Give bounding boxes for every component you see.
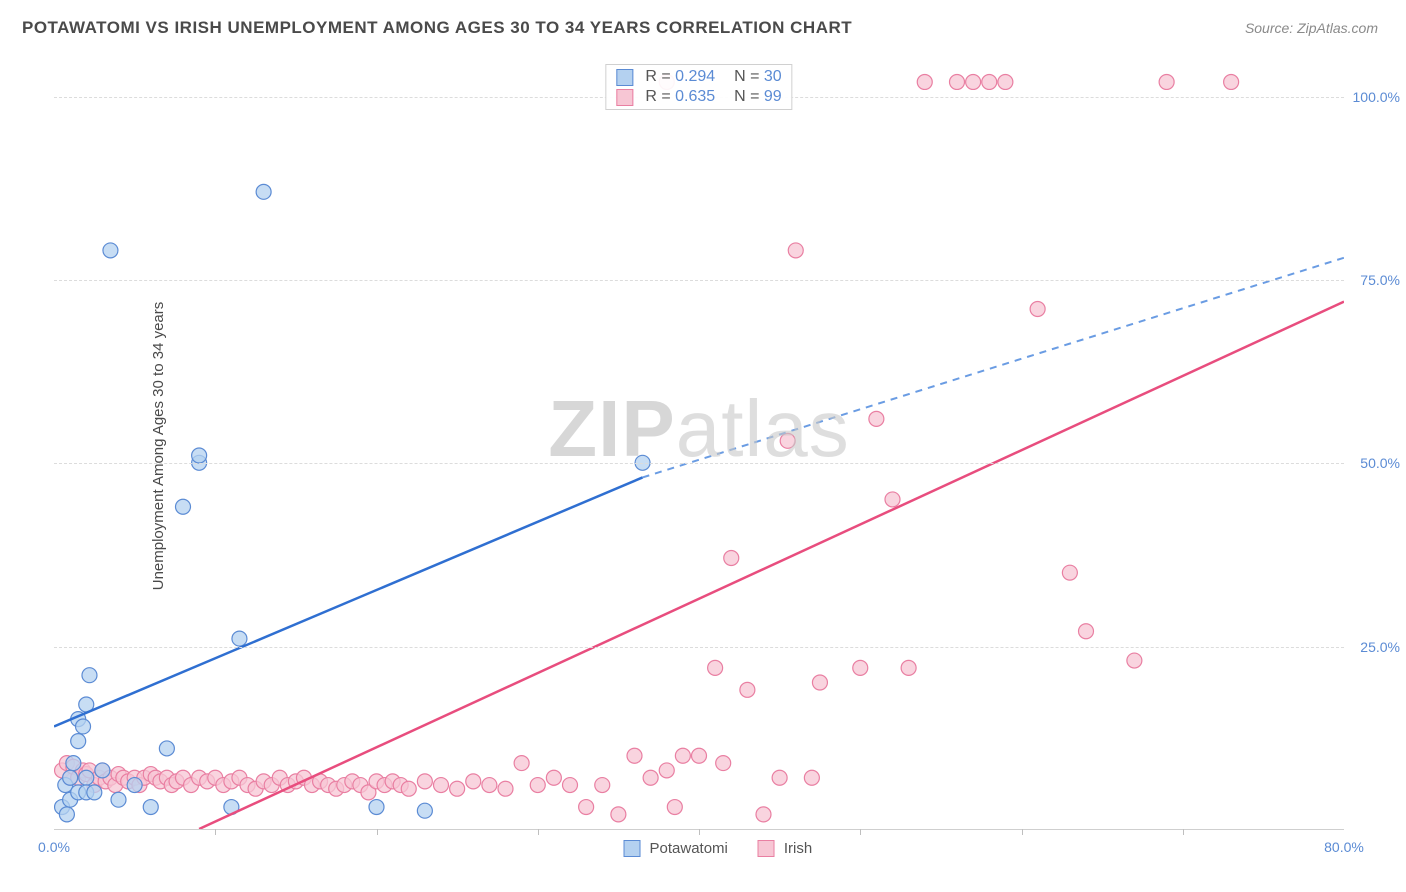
stat-r-value: 0.635	[675, 88, 715, 105]
grid-line	[54, 463, 1344, 464]
legend-stats-box: R = 0.294 N = 30 R = 0.635 N = 99	[605, 64, 792, 110]
swatch-irish	[616, 89, 633, 106]
x-tick-label: 80.0%	[1324, 839, 1364, 855]
x-tick-minor	[215, 829, 216, 835]
x-tick-minor	[860, 829, 861, 835]
source-credit: Source: ZipAtlas.com	[1245, 20, 1378, 36]
legend-row-potawatomi: R = 0.294 N = 30	[616, 68, 781, 86]
bottom-legend-item: Potawatomi	[624, 840, 728, 857]
grid-line	[54, 280, 1344, 281]
y-tick-label: 50.0%	[1360, 455, 1400, 471]
stat-n-value: 30	[764, 68, 782, 85]
x-tick-minor	[699, 829, 700, 835]
stat-r-label: R = 0.294	[645, 68, 715, 86]
x-tick-minor	[377, 829, 378, 835]
bottom-legend-item: Irish	[758, 840, 812, 857]
stat-n-label: N = 99	[725, 88, 781, 106]
stat-n-label: N = 30	[725, 68, 781, 86]
stat-r-label: R = 0.635	[645, 88, 715, 106]
bottom-legend-label: Potawatomi	[650, 840, 728, 857]
bottom-legend-label: Irish	[784, 840, 812, 857]
grid-line	[54, 647, 1344, 648]
x-tick-minor	[1022, 829, 1023, 835]
x-tick-minor	[538, 829, 539, 835]
swatch-potawatomi	[616, 69, 633, 86]
stat-r-value: 0.294	[675, 68, 715, 85]
y-tick-label: 100.0%	[1353, 89, 1400, 105]
swatch-icon	[624, 840, 641, 857]
y-tick-label: 25.0%	[1360, 639, 1400, 655]
chart-title: POTAWATOMI VS IRISH UNEMPLOYMENT AMONG A…	[22, 18, 852, 38]
x-tick-minor	[1183, 829, 1184, 835]
bottom-legend: Potawatomi Irish	[624, 840, 813, 857]
y-tick-label: 75.0%	[1360, 272, 1400, 288]
legend-row-irish: R = 0.635 N = 99	[616, 88, 781, 106]
scatter-svg	[54, 60, 1344, 829]
swatch-icon	[758, 840, 775, 857]
plot-area: 25.0%50.0%75.0%100.0%0.0%80.0% R = 0.294…	[54, 60, 1344, 830]
stat-n-value: 99	[764, 88, 782, 105]
x-tick-label: 0.0%	[38, 839, 70, 855]
